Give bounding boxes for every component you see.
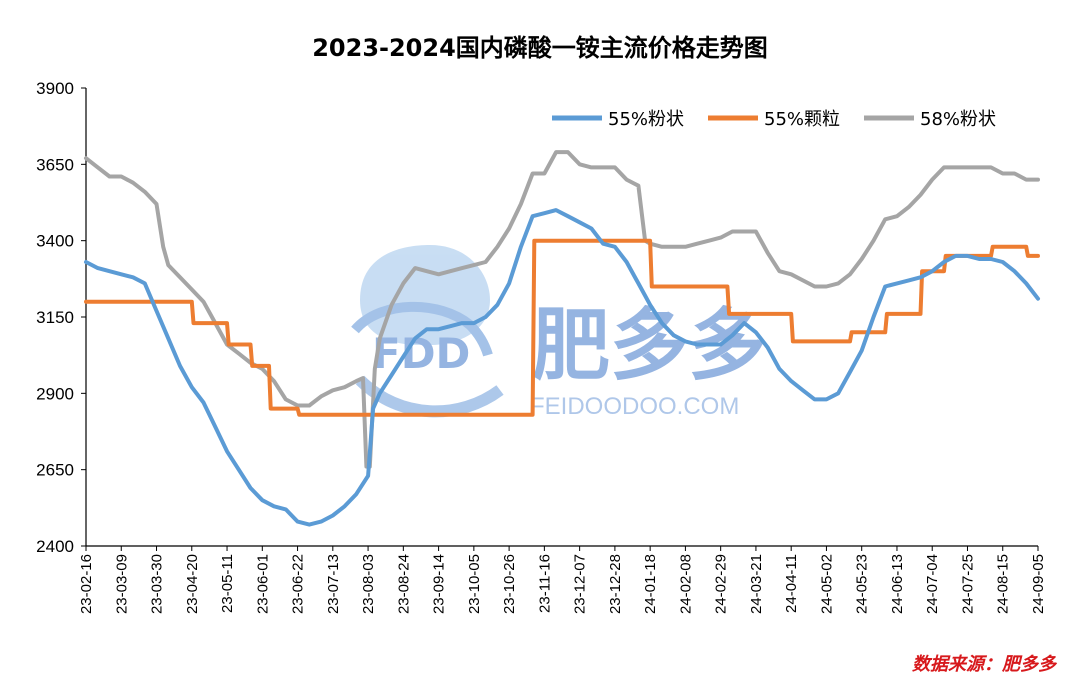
x-tick-label: 23-09-14: [431, 554, 448, 614]
x-tick-label: 24-08-15: [995, 554, 1012, 614]
x-tick-label: 23-06-01: [254, 554, 271, 614]
x-tick-label: 24-06-13: [889, 554, 906, 614]
x-tick-label: 24-05-02: [818, 554, 835, 614]
x-tick-label: 23-08-24: [395, 554, 412, 614]
watermark: FDD 肥多多 FEIDOODOO.COM: [351, 245, 766, 420]
x-tick-label: 24-04-11: [783, 554, 800, 613]
y-tick-label: 3650: [36, 155, 74, 174]
x-tick-label: 24-01-18: [642, 554, 659, 614]
x-tick-label: 24-07-25: [959, 554, 976, 614]
watermark-logo-letters: FDD: [372, 329, 470, 378]
y-tick-label: 3900: [36, 79, 74, 98]
y-tick-label: 3400: [36, 232, 74, 251]
x-tick-label: 23-12-28: [607, 554, 624, 614]
y-tick-label: 2650: [36, 461, 74, 480]
watermark-url: FEIDOODOO.COM: [530, 393, 739, 420]
x-tick-label: 23-02-16: [78, 554, 95, 614]
y-tick-label: 3150: [36, 308, 74, 327]
x-tick-label: 24-07-04: [924, 554, 941, 614]
legend-item-58-powder: 58%粉状: [864, 109, 996, 130]
x-tick-label: 23-10-05: [466, 554, 483, 614]
watermark-brand: 肥多多: [532, 301, 766, 391]
x-tick-label: 23-03-09: [113, 554, 130, 614]
y-tick-label: 2400: [36, 537, 74, 556]
series-line-55-granular: [84, 238, 1040, 417]
x-tick-label: 24-02-08: [677, 554, 694, 614]
x-tick-label: 24-05-23: [854, 554, 871, 614]
series-line-58-powder: [84, 150, 1040, 469]
x-tick-label: 24-02-29: [713, 554, 730, 614]
legend-item-55-granular: 55%颗粒: [708, 109, 840, 130]
x-tick-label: 23-08-03: [360, 554, 377, 614]
legend-label-58-powder: 58%粉状: [920, 109, 996, 130]
x-tick-label: 23-06-22: [290, 554, 307, 614]
chart-title: 2023-2024国内磷酸一铵主流价格走势图: [312, 34, 768, 62]
x-tick-label: 23-12-07: [572, 554, 589, 614]
series-layer: [84, 150, 1040, 527]
x-tick-label: 24-03-21: [748, 554, 765, 614]
y-tick-label: 2900: [36, 384, 74, 403]
x-tick-label: 23-04-20: [184, 554, 201, 614]
source-note: 数据来源：肥多多: [912, 654, 1058, 675]
series-line-55-powder: [84, 208, 1040, 527]
legend-item-55-powder: 55%粉状: [552, 109, 684, 130]
x-tick-label: 23-10-26: [501, 554, 518, 614]
axes: 2400 2650 2900 3150 3400 3650 3900 23-02-16 23-0…: [36, 79, 1047, 614]
x-tick-label: 24-09-05: [1030, 554, 1047, 614]
x-tick-label: 23-03-30: [149, 554, 166, 614]
legend-label-55-powder: 55%粉状: [608, 109, 684, 130]
x-tick-label: 23-07-13: [325, 554, 342, 614]
legend-label-55-granular: 55%颗粒: [764, 109, 840, 130]
legend: 55%粉状 55%颗粒 58%粉状: [552, 109, 996, 130]
x-tick-label: 23-11-16: [536, 554, 553, 613]
x-tick-label: 23-05-11: [219, 554, 236, 613]
